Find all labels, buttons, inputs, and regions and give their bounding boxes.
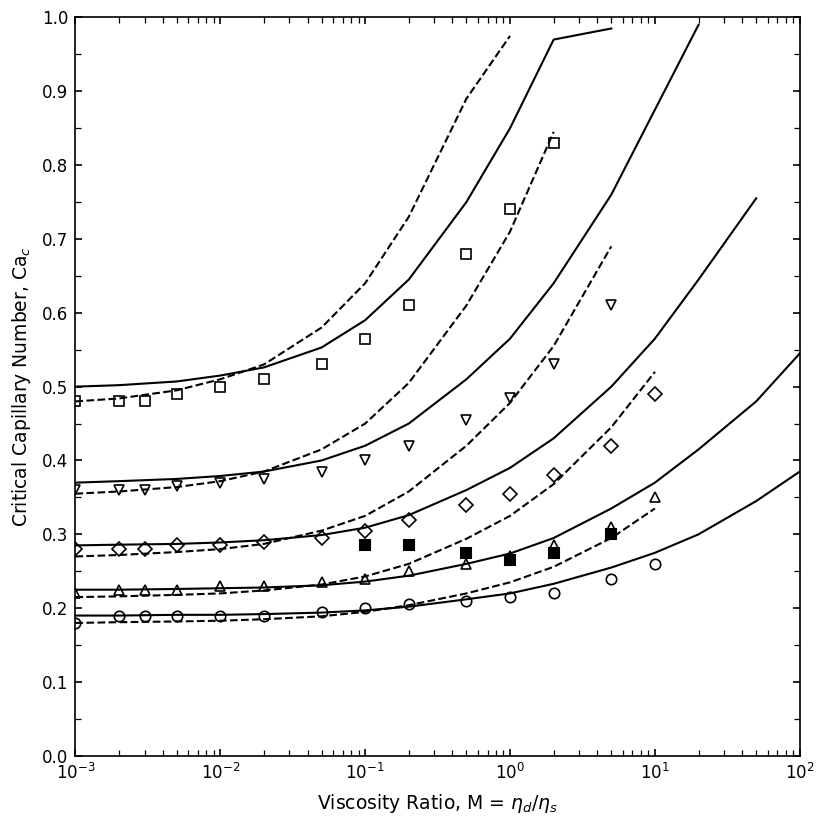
X-axis label: Viscosity Ratio, M = $\eta_d/\eta_s$: Viscosity Ratio, M = $\eta_d/\eta_s$ xyxy=(318,791,558,814)
Y-axis label: Critical Capillary Number, Ca$_c$: Critical Capillary Number, Ca$_c$ xyxy=(11,246,34,527)
